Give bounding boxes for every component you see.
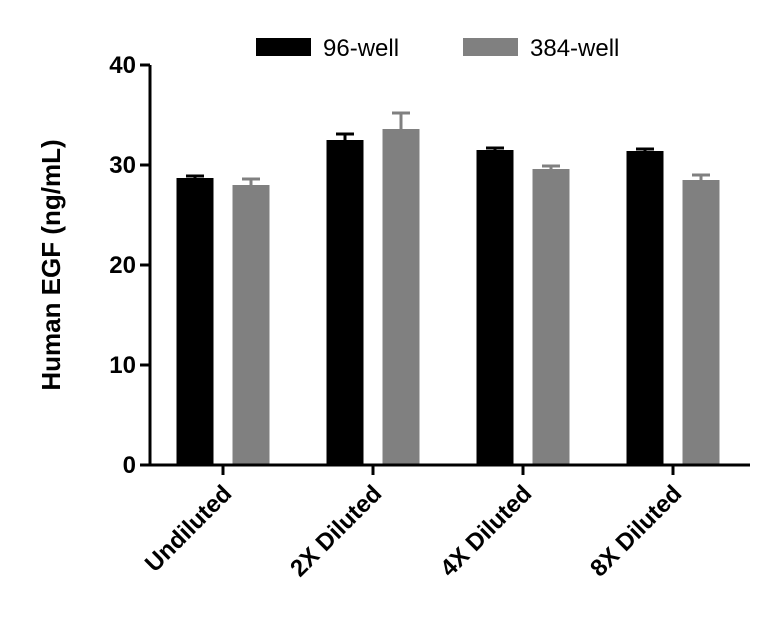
x-tick-label: 4X Diluted (435, 480, 537, 582)
bars (176, 129, 720, 465)
bar-96-well (176, 178, 214, 465)
y-tick-label: 0 (123, 452, 136, 479)
x-tick-label: 8X Diluted (585, 480, 687, 582)
bar-384-well (382, 129, 420, 465)
legend-swatch (256, 38, 311, 56)
y-tick-label: 10 (109, 352, 136, 379)
legend-swatch (463, 38, 518, 56)
bar-384-well (232, 185, 270, 465)
x-tick-label: Undiluted (140, 480, 237, 577)
legend-label: 384-well (530, 35, 619, 62)
x-ticks: Undiluted 2X Diluted 4X Diluted 8X Diluted (140, 465, 687, 582)
y-tick-label: 30 (109, 152, 136, 179)
y-ticks: 0 10 20 30 40 (109, 52, 150, 479)
bar-96-well (476, 150, 514, 465)
bar-384-well (682, 180, 720, 465)
error-bars (186, 111, 710, 185)
x-tick-label: 2X Diluted (285, 480, 387, 582)
y-tick-label: 20 (109, 252, 136, 279)
bar-96-well (326, 140, 364, 465)
y-tick-label: 40 (109, 52, 136, 79)
legend: 96-well 384-well (256, 35, 619, 62)
y-axis-title: Human EGF (ng/mL) (36, 139, 66, 390)
legend-label: 96-well (323, 35, 399, 62)
bar-384-well (532, 169, 570, 465)
bar-96-well (626, 151, 664, 465)
